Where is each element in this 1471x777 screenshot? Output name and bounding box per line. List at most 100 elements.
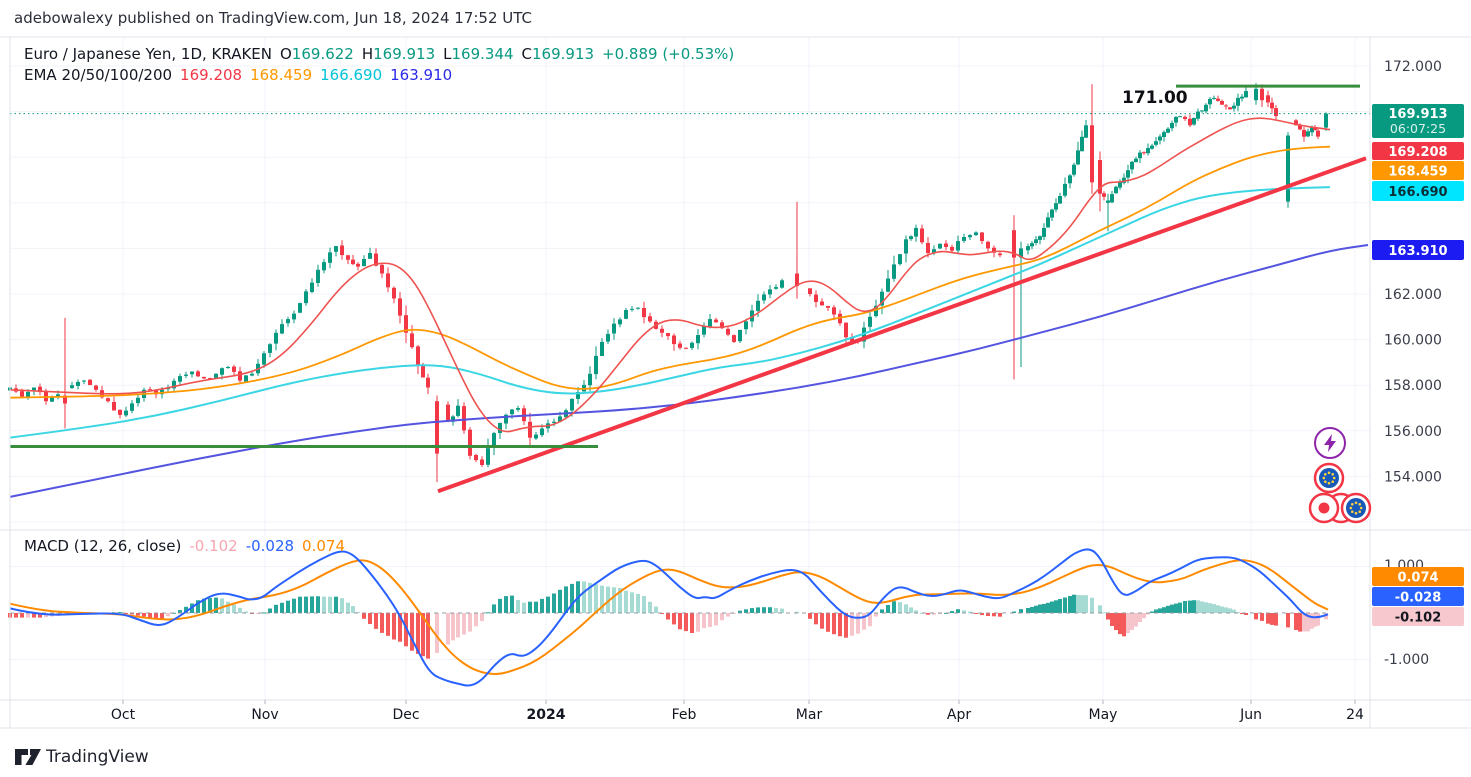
macd-histogram-bar (1188, 600, 1192, 613)
price-axis-label[interactable]: 172.000 (1384, 59, 1442, 75)
candle-body (844, 322, 848, 338)
candle-body (1012, 230, 1016, 258)
price-axis-label[interactable]: 154.000 (1384, 469, 1442, 485)
macd-histogram-bar (570, 583, 574, 613)
macd-histogram-bar (612, 587, 616, 613)
candle-body (368, 253, 372, 259)
time-axis-label[interactable]: 24 (1346, 707, 1364, 723)
macd-badge-0-text: 0.074 (1397, 571, 1438, 586)
candle-body (1110, 194, 1114, 203)
macd-histogram-bar (1313, 613, 1317, 627)
time-axis-label[interactable]: Apr (947, 707, 971, 723)
time-axis-label[interactable]: 2024 (527, 707, 566, 723)
candle-body (1106, 200, 1110, 203)
candle-body (262, 353, 266, 365)
time-axis-label[interactable]: Mar (796, 707, 823, 723)
lightning-bolt-icon (1324, 434, 1336, 452)
ema200-value: 163.910 (390, 66, 453, 84)
time-axis-label[interactable]: May (1089, 707, 1118, 723)
candle-body (780, 280, 784, 288)
candle-body (974, 232, 978, 236)
macd-histogram-bar (118, 612, 122, 614)
candle-body (968, 235, 972, 238)
candle-body (986, 241, 990, 249)
macd-histogram-bar (386, 613, 390, 636)
candle-body (1118, 182, 1122, 188)
japan-flag-dot (1318, 502, 1330, 514)
symbol-legend: Euro / Japanese Yen, 1D, KRAKEN O169.622… (24, 45, 734, 63)
ema-label: EMA 20/50/100/200 (24, 66, 173, 84)
candle-body (426, 377, 430, 388)
macd-histogram-bar (398, 613, 402, 642)
macd-histogram-bar (750, 608, 754, 613)
macd-histogram-bar (1084, 595, 1088, 613)
candle-body (356, 263, 360, 267)
price-axis-label[interactable]: 160.000 (1384, 333, 1442, 349)
macd-histogram-bar (774, 608, 778, 613)
candle-body (944, 243, 948, 247)
eu-star-dot (1324, 473, 1327, 476)
candle-body (1244, 91, 1248, 98)
macd-histogram-bar (1306, 613, 1310, 632)
candle-body (702, 326, 706, 335)
macd-histogram-bar (456, 613, 460, 638)
macd-histogram-bar (768, 607, 772, 613)
macd-histogram-bar (202, 598, 206, 613)
macd-legend: MACD (12, 26, close) -0.102 -0.028 0.074 (24, 537, 345, 555)
price-axis-label[interactable]: 158.000 (1384, 378, 1442, 394)
macd-histogram-bar (1046, 602, 1050, 613)
macd-histogram-bar (322, 596, 326, 613)
candle-body (1286, 135, 1290, 202)
macd-line (9, 548, 1329, 687)
macd-histogram-bar (334, 596, 338, 613)
price-axis-label[interactable]: 156.000 (1384, 424, 1442, 440)
candle-body (1166, 128, 1170, 133)
macd-histogram-bar (690, 613, 694, 633)
price-axis-label[interactable]: -1.000 (1384, 652, 1429, 668)
price-axis-label[interactable]: 162.000 (1384, 287, 1442, 303)
candle-body (648, 316, 652, 322)
candle-body (998, 253, 1002, 256)
candle-body (892, 264, 896, 279)
eu-star-dot (1358, 510, 1361, 513)
candle-body (70, 385, 74, 388)
macd-histogram-bar (744, 609, 748, 613)
candle-body (20, 391, 24, 397)
macd-histogram-bar (534, 601, 538, 613)
candle-body (992, 247, 996, 253)
time-axis-label[interactable]: Feb (672, 707, 697, 723)
macd-histogram-bar (1106, 613, 1110, 620)
trendline[interactable] (437, 156, 1367, 494)
macd-histogram-bar (1080, 595, 1084, 613)
macd-histogram-bar (600, 585, 604, 613)
macd-histogram-bar (492, 604, 496, 613)
macd-histogram-bar (1192, 600, 1196, 613)
macd-histogram-bar (862, 613, 866, 630)
time-axis-label[interactable]: Oct (111, 707, 136, 723)
macd-histogram-bar (856, 613, 860, 634)
macd-histogram-bar (38, 613, 42, 618)
macd-histogram-bar (244, 611, 248, 613)
time-axis-label[interactable]: Nov (251, 707, 278, 723)
candle-body (26, 391, 30, 398)
macd-histogram-bar (956, 609, 960, 613)
macd-histogram-bar (1122, 613, 1126, 637)
candle-body (1192, 117, 1196, 125)
candle-body (112, 402, 116, 411)
macd-histogram-bar (504, 596, 508, 613)
macd-histogram-bar (606, 586, 610, 613)
candle-body (136, 397, 140, 404)
candle-body (630, 308, 634, 310)
candle-body (184, 374, 188, 376)
macd-histogram-bar (1220, 606, 1224, 613)
candle-body (504, 414, 508, 424)
time-axis-label[interactable]: Dec (392, 707, 419, 723)
candle-body (1224, 105, 1228, 107)
ema20-line (9, 117, 1331, 433)
candle-body (612, 323, 616, 334)
candle-body (1324, 113, 1328, 128)
candle-body (451, 416, 455, 422)
time-axis-label[interactable]: Jun (1239, 707, 1262, 723)
candle-body (118, 409, 122, 415)
